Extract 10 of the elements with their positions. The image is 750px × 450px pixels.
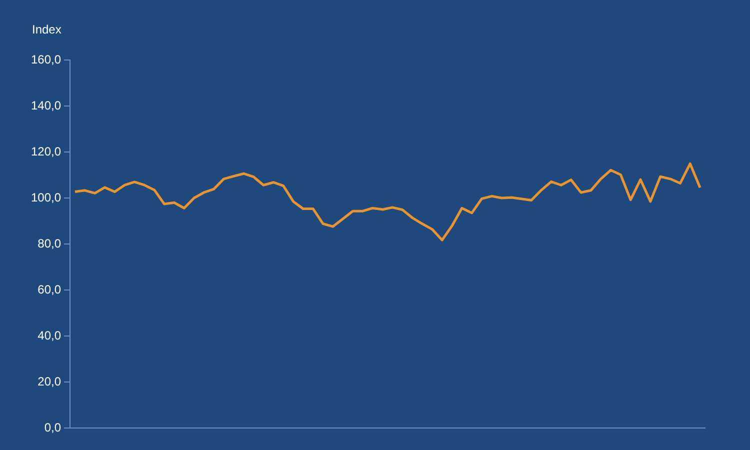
y-tick-label: 20,0 bbox=[38, 374, 62, 388]
y-tick-label: 80,0 bbox=[38, 236, 62, 250]
y-axis-title: Index bbox=[32, 22, 62, 36]
y-tick-label: 40,0 bbox=[38, 328, 62, 342]
y-tick-label: 140,0 bbox=[31, 98, 62, 112]
y-tick-label: 60,0 bbox=[38, 282, 62, 296]
y-tick-label: 120,0 bbox=[31, 144, 62, 158]
y-tick-label: 160,0 bbox=[31, 52, 62, 66]
y-tick-label: 100,0 bbox=[31, 190, 62, 204]
y-tick-label: 0,0 bbox=[44, 420, 62, 434]
